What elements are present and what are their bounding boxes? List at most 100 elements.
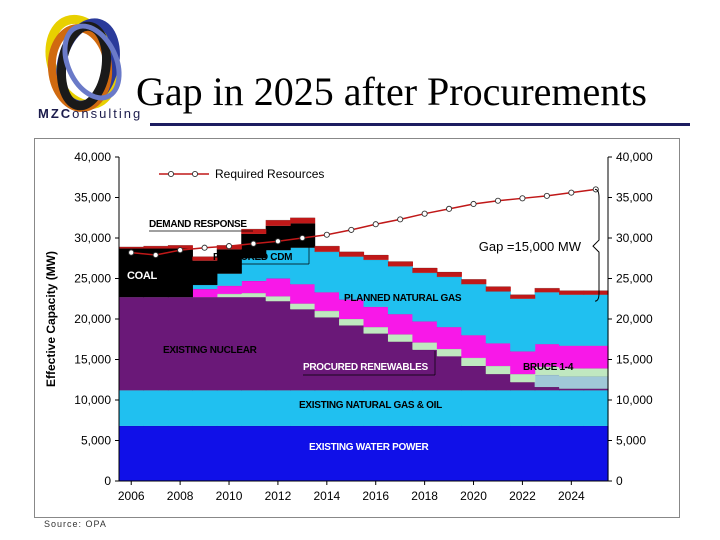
segment-existing-water-power-2012 bbox=[265, 425, 291, 481]
segment-procured-cdm-2024 bbox=[559, 294, 585, 346]
x-tick-label: 2020 bbox=[460, 489, 487, 503]
segment-existing-natural-gas-oil-2017 bbox=[387, 390, 413, 426]
required-resources-point-2011 bbox=[250, 240, 257, 247]
segment-existing-water-power-2024 bbox=[559, 425, 585, 481]
segment-procured-renewables-2023 bbox=[534, 366, 560, 375]
segment-existing-water-power-2016 bbox=[363, 425, 389, 481]
required-resources-point-2016 bbox=[372, 221, 379, 228]
segment-planned-natural-gas-2017 bbox=[387, 314, 413, 335]
segment-procured-cdm-2016 bbox=[363, 259, 389, 307]
segment-planned-natural-gas-2021 bbox=[485, 343, 511, 366]
series-coal bbox=[119, 223, 316, 298]
segment-procured-cdm-2015 bbox=[339, 256, 365, 300]
segment-planned-natural-gas-2010 bbox=[216, 285, 242, 294]
segment-demand-response-2019 bbox=[436, 272, 462, 277]
series-label-planned-natural-gas: PLANNED NATURAL GAS bbox=[344, 293, 462, 304]
segment-procured-cdm-2021 bbox=[485, 291, 511, 344]
segment-existing-water-power-2007 bbox=[143, 425, 169, 481]
segment-procured-cdm-2009 bbox=[192, 284, 218, 290]
segment-existing-natural-gas-oil-2025 bbox=[583, 390, 609, 426]
gap-label: Gap =15,000 MW bbox=[479, 239, 582, 254]
segment-bruce-1-4-2023 bbox=[534, 374, 560, 388]
segment-procured-renewables-2011 bbox=[241, 293, 267, 298]
segment-demand-response-2009 bbox=[192, 256, 218, 261]
slide-title: Gap in 2025 after Procurements bbox=[136, 69, 647, 114]
required-resources-point-2009 bbox=[201, 244, 208, 251]
segment-procured-renewables-2012 bbox=[265, 296, 291, 302]
x-tick-label: 2024 bbox=[558, 489, 585, 503]
segment-procured-cdm-2018 bbox=[412, 272, 438, 322]
segment-demand-response-2022 bbox=[510, 294, 536, 299]
required-resources-point-2010 bbox=[225, 243, 233, 250]
segment-planned-natural-gas-2020 bbox=[461, 335, 487, 358]
required-resources-point-2012 bbox=[274, 238, 281, 245]
y-axis-title: Effective Capacity (MW) bbox=[44, 251, 58, 387]
segment-existing-natural-gas-oil-2014 bbox=[314, 390, 340, 426]
segment-procured-cdm-2019 bbox=[436, 276, 462, 328]
required-resources-point-2019 bbox=[446, 205, 453, 212]
segment-existing-nuclear-2012 bbox=[265, 301, 291, 391]
segment-existing-natural-gas-oil-2016 bbox=[363, 390, 389, 426]
segment-procured-cdm-2025 bbox=[583, 294, 609, 346]
y-tick-label-left: 25,000 bbox=[74, 272, 111, 286]
logo-ring-lightblue bbox=[62, 23, 122, 101]
required-resources-point-2015 bbox=[348, 226, 355, 233]
segment-planned-natural-gas-2009 bbox=[192, 289, 218, 298]
segment-existing-nuclear-2023 bbox=[534, 387, 560, 391]
segment-planned-natural-gas-2019 bbox=[436, 327, 462, 349]
required-resources-point-2022 bbox=[519, 195, 526, 202]
segment-existing-natural-gas-oil-2013 bbox=[290, 390, 316, 426]
y-tick-label-right: 40,000 bbox=[616, 150, 653, 164]
segment-demand-response-2008 bbox=[167, 245, 193, 249]
x-tick-label: 2018 bbox=[411, 489, 438, 503]
segment-coal-2012 bbox=[265, 225, 291, 251]
required-resources-point-2020 bbox=[470, 200, 477, 208]
chart-frame: 0 0 5,000 5,000 10,000 10,000 15,000 15,000 20,0… bbox=[34, 138, 680, 518]
segment-procured-renewables-2016 bbox=[363, 327, 389, 334]
segment-coal-2010 bbox=[216, 249, 242, 274]
series-existing-water-power bbox=[119, 425, 609, 481]
segment-existing-water-power-2022 bbox=[510, 425, 536, 481]
x-tick-label: 2010 bbox=[216, 489, 243, 503]
segment-existing-nuclear-2019 bbox=[436, 356, 462, 391]
segment-demand-response-2012 bbox=[265, 220, 291, 226]
required-resources-point-2013 bbox=[299, 234, 306, 242]
required-resources-point-2024 bbox=[568, 189, 575, 196]
segment-bruce-1-4-2025 bbox=[583, 376, 609, 389]
segment-existing-water-power-2011 bbox=[241, 425, 267, 481]
segment-existing-water-power-2013 bbox=[290, 425, 316, 481]
segment-demand-response-2017 bbox=[387, 261, 413, 267]
segment-existing-water-power-2015 bbox=[339, 425, 365, 481]
segment-coal-2009 bbox=[192, 260, 218, 285]
segment-demand-response-2007 bbox=[143, 246, 169, 249]
series-label-existing-natural-gas-oil: EXISTING NATURAL GAS & OIL bbox=[299, 400, 442, 411]
segment-demand-response-2020 bbox=[461, 279, 487, 285]
segment-existing-nuclear-2021 bbox=[485, 374, 511, 391]
segment-planned-natural-gas-2012 bbox=[265, 278, 291, 297]
segment-planned-natural-gas-2025 bbox=[583, 345, 609, 369]
segment-existing-water-power-2020 bbox=[461, 425, 487, 481]
required-resources-point-2017 bbox=[397, 216, 404, 223]
source-note: Source: OPA bbox=[44, 519, 107, 529]
segment-existing-nuclear-2020 bbox=[461, 365, 487, 391]
legend-required-resources-marker bbox=[191, 170, 199, 178]
y-tick-label-right: 0 bbox=[616, 474, 623, 488]
required-resources-point-2006 bbox=[128, 249, 135, 256]
segment-planned-natural-gas-2014 bbox=[314, 292, 340, 311]
segment-demand-response-2013 bbox=[290, 217, 316, 224]
segment-existing-natural-gas-oil-2019 bbox=[436, 390, 462, 426]
segment-existing-natural-gas-oil-2006 bbox=[119, 390, 145, 426]
segment-existing-nuclear-2008 bbox=[167, 297, 193, 391]
series-label-procured-renewables: PROCURED RENEWABLES bbox=[303, 362, 428, 373]
segment-existing-nuclear-2007 bbox=[143, 297, 169, 391]
required-resources-point-2008 bbox=[177, 247, 184, 254]
legend-required-resources-label: Required Resources bbox=[215, 167, 324, 181]
y-tick-label-left: 5,000 bbox=[81, 434, 111, 448]
segment-existing-water-power-2019 bbox=[436, 425, 462, 481]
segment-existing-water-power-2009 bbox=[192, 425, 218, 481]
segment-existing-natural-gas-oil-2021 bbox=[485, 390, 511, 426]
segment-planned-natural-gas-2016 bbox=[363, 306, 389, 328]
segment-coal-2008 bbox=[167, 248, 193, 298]
segment-planned-natural-gas-2015 bbox=[339, 299, 365, 319]
segment-procured-renewables-2010 bbox=[216, 293, 242, 298]
